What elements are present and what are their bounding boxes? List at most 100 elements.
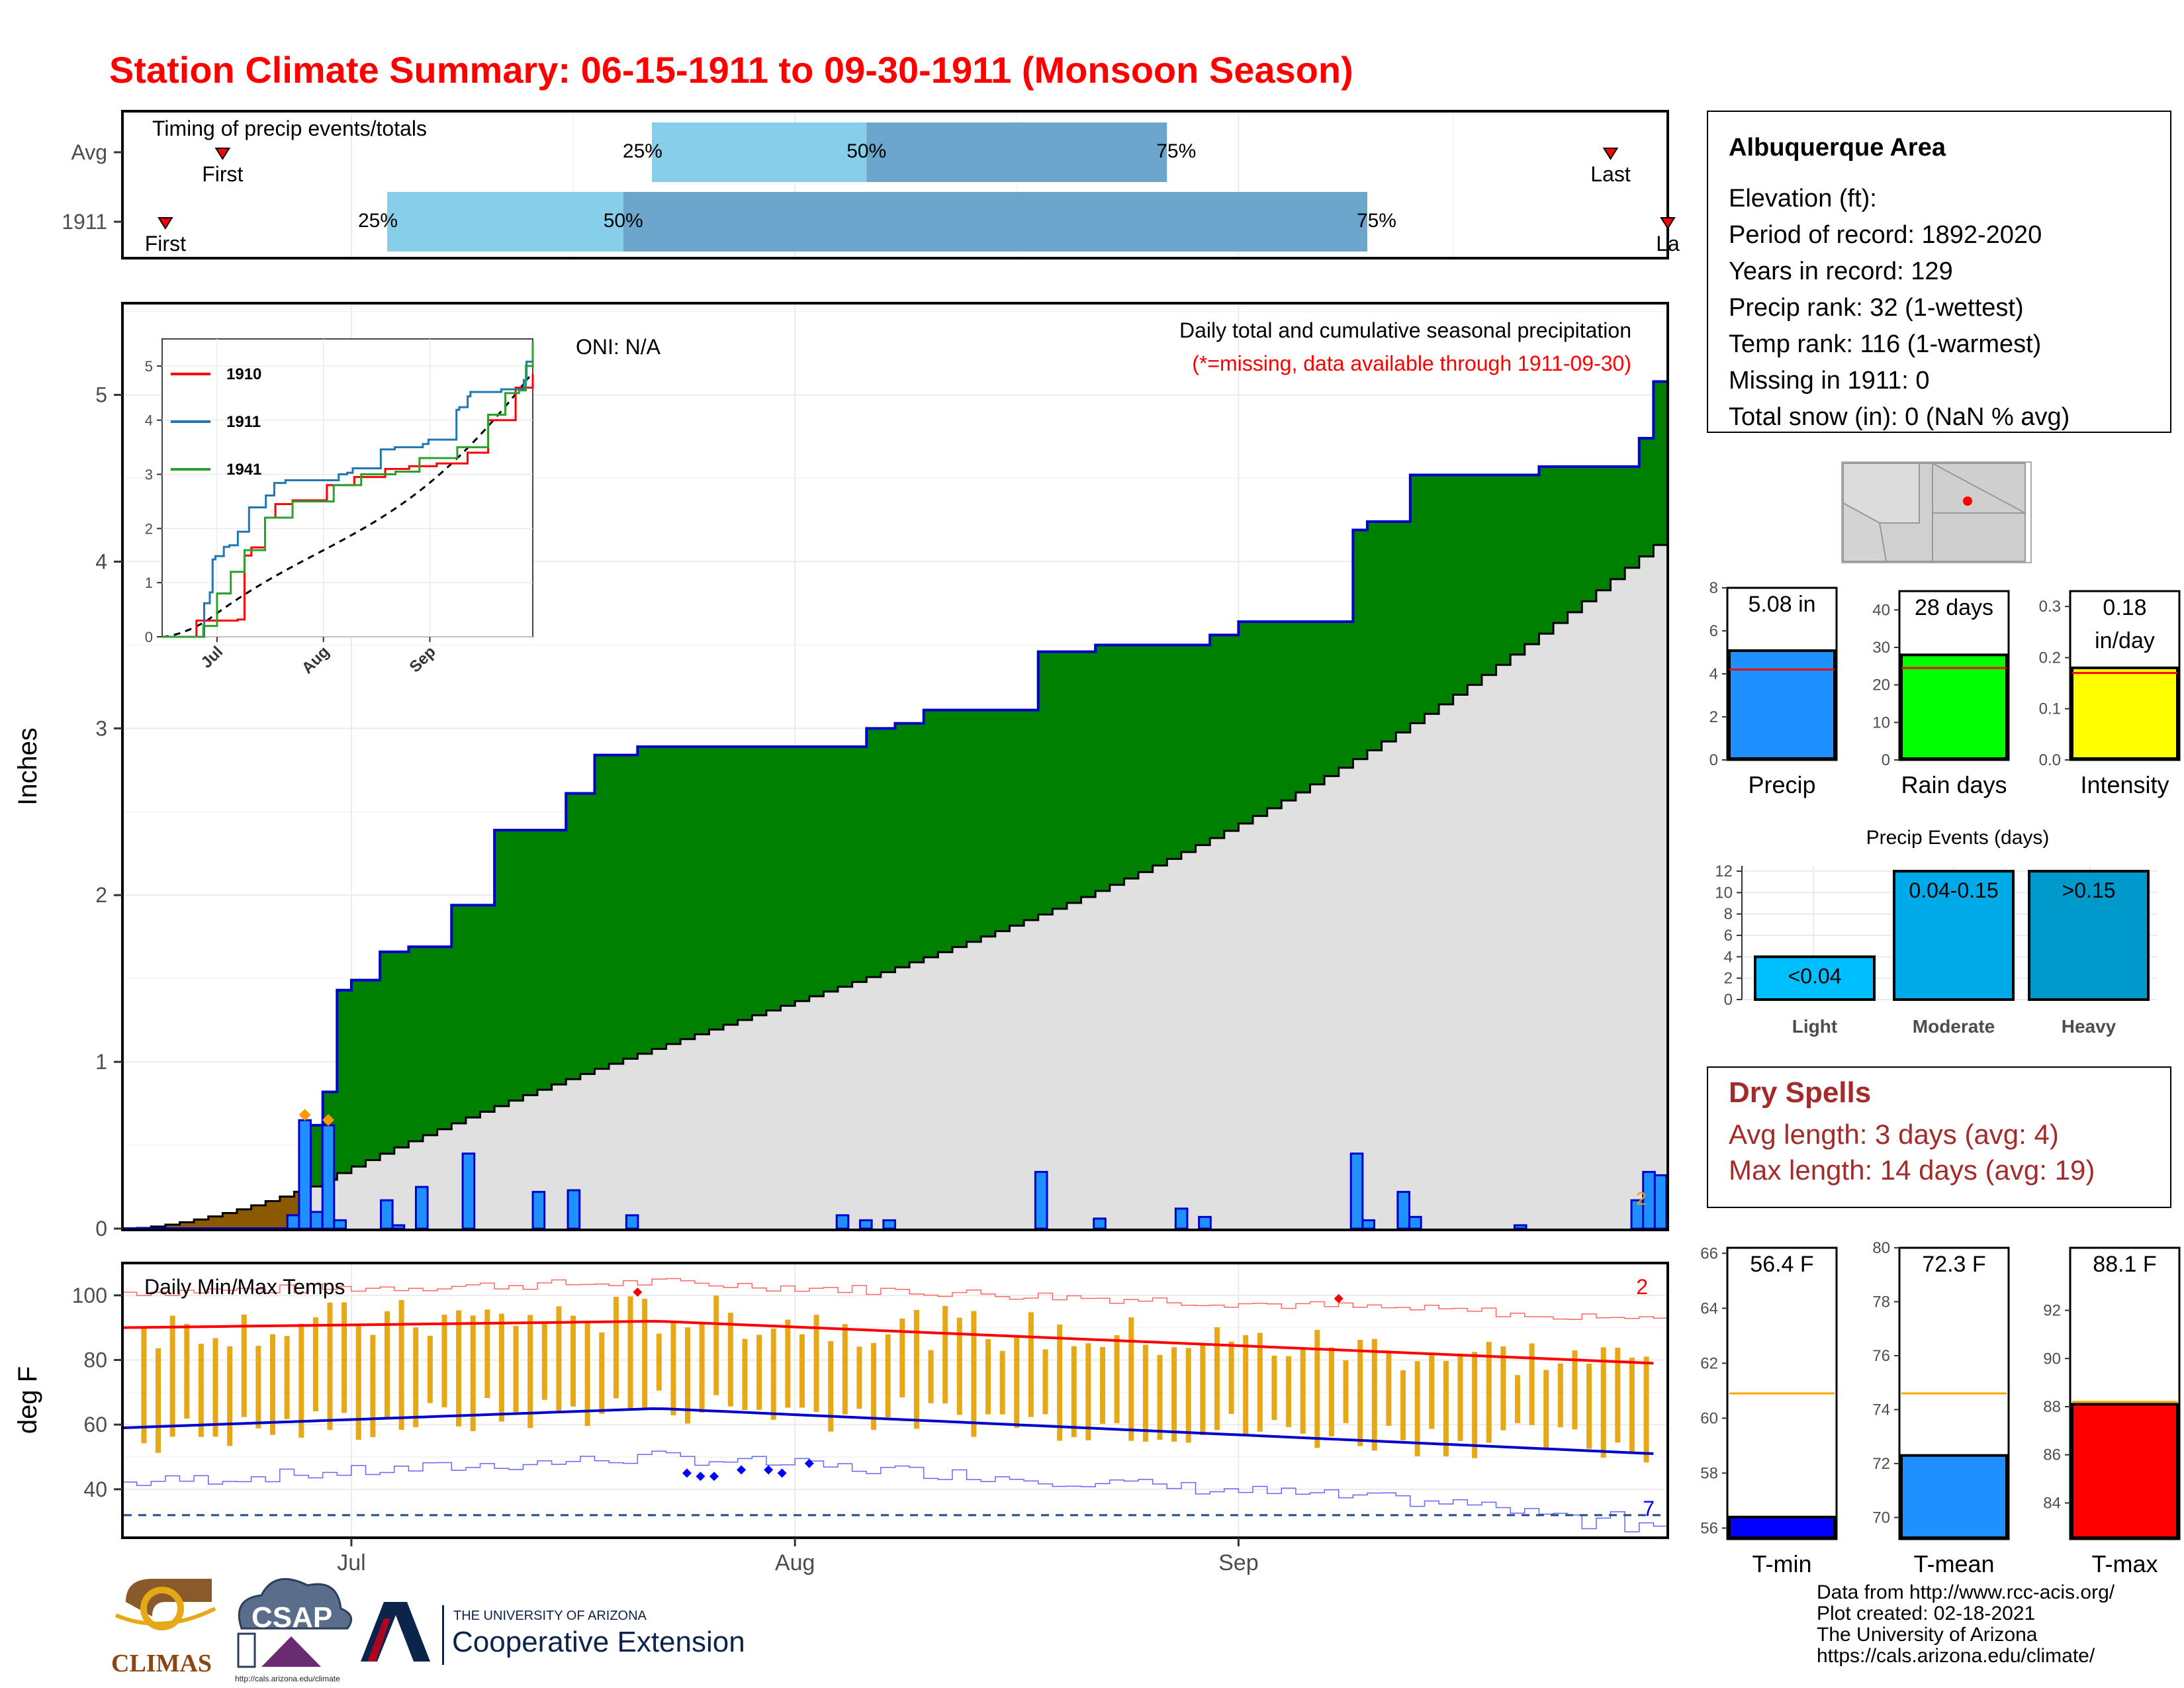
record-low-marker: [777, 1468, 787, 1478]
daily-temp-bar: [856, 1346, 862, 1409]
record-low-marker: [804, 1458, 814, 1468]
daily-temp-bar: [1286, 1356, 1292, 1427]
mini-chart-value-label-2: 0.18: [2103, 595, 2146, 620]
dry-spells-avg: Avg length: 3 days (avg: 4): [1729, 1119, 2059, 1150]
daily-temp-bar: [1042, 1349, 1048, 1415]
university-of-arizona-logo: THE UNIVERSITY OF ARIZONA Cooperative Ex…: [361, 1602, 745, 1665]
temp-title: Daily Min/Max Temps: [144, 1275, 345, 1299]
daily-temp-bar: [184, 1323, 190, 1419]
daily-temp-bar: [1586, 1363, 1592, 1449]
state-locator-map: [1841, 461, 2032, 563]
mini-chart-ytick-2: 0.3: [2039, 598, 2061, 616]
daily-precip-bar: [1653, 1174, 1668, 1230]
mini-chart-category-2: Intensity: [2080, 771, 2169, 798]
inset-ytick-label: 4: [145, 412, 153, 429]
temp-ylabel: deg F: [13, 1366, 42, 1434]
precip-ytick-label: 4: [95, 549, 107, 573]
daily-temp-bar: [241, 1314, 247, 1417]
daily-temp-bar: [1028, 1312, 1034, 1417]
precip-note-missing: (*=missing, data available through 1911-…: [1192, 352, 1631, 375]
precip-1911-line: [122, 380, 1668, 1230]
daily-temp-bar: [1543, 1370, 1549, 1450]
daily-temp-bar: [770, 1329, 776, 1420]
mini-chart-ytick-4: 80: [1872, 1239, 1890, 1257]
daily-temp-bar: [613, 1297, 619, 1399]
daily-temp-bar: [1414, 1361, 1420, 1457]
daily-temp-bar: [1257, 1333, 1263, 1432]
daily-temp-bar: [270, 1334, 276, 1435]
daily-temp-bar: [456, 1310, 462, 1427]
daily-temp-bar: [871, 1342, 877, 1430]
timing-bar-mid-0: [866, 122, 1167, 182]
footer-line: https://cals.arizona.edu/climate/: [1817, 1645, 2095, 1667]
daily-temp-bar: [1429, 1354, 1435, 1429]
daily-temp-bar: [327, 1302, 333, 1430]
mini-chart-ytick-4: 76: [1872, 1347, 1890, 1365]
daily-precip-bar: [414, 1186, 429, 1230]
mini-chart-ytick-2: 0.2: [2039, 649, 2061, 667]
daily-temp-bar: [913, 1310, 919, 1429]
daily-temp-bar: [813, 1315, 819, 1412]
daily-temp-bar: [1557, 1363, 1563, 1428]
timing-marker-0-0: [214, 148, 231, 160]
mini-chart-bar-2: [2071, 666, 2179, 761]
timing-row-label-0: Avg: [71, 140, 107, 164]
timing-marker-label-0-1: Last: [1590, 162, 1631, 186]
footer-line: The University of Arizona: [1817, 1624, 2038, 1646]
inset-ytick-label: 2: [145, 520, 153, 537]
timing-p50-1: 50%: [604, 210, 643, 232]
csap-logo-text: CSAP: [251, 1601, 332, 1634]
daily-temp-bar: [999, 1350, 1005, 1415]
precip-events-category: Light: [1792, 1016, 1837, 1037]
inset-ytick-label: 5: [145, 358, 153, 375]
daily-precip-bar: [333, 1219, 347, 1230]
mini-chart-value-label-1: 28 days: [1915, 595, 1993, 620]
daily-precip-bar: [882, 1219, 896, 1230]
precip-normal-area: [122, 545, 1668, 1229]
mini-chart-ytick-5: 86: [2043, 1446, 2061, 1464]
inset-legend-label: 1911: [226, 413, 261, 431]
mini-chart-ytick-2: 0.0: [2039, 751, 2061, 769]
daily-precip-bar: [461, 1152, 476, 1230]
daily-temp-bar: [1271, 1355, 1277, 1421]
daily-temp-bar: [1472, 1352, 1478, 1458]
temp-ytick-label: 100: [72, 1284, 107, 1307]
precip-panel: 0 1 2 3 4 5 Inches ONI: N/A Daily total and c…: [13, 302, 1669, 1241]
mini-chart-ytick-3: 56: [1700, 1519, 1718, 1537]
daily-temp-bar: [656, 1333, 662, 1391]
daily-precip-bar: [391, 1224, 406, 1230]
daily-temp-bar: [370, 1335, 376, 1437]
daily-temp-bar: [1600, 1347, 1606, 1458]
station-info-line: Elevation (ft):: [1729, 185, 1877, 212]
inset-series-line-1941: [162, 342, 534, 638]
month-label-sep: Sep: [1218, 1550, 1259, 1575]
record-low-marker: [764, 1465, 774, 1475]
daily-temp-bar: [642, 1298, 648, 1409]
daily-temp-bar: [169, 1315, 175, 1437]
daily-temp-bar: [1314, 1330, 1320, 1448]
daily-temp-bar: [1386, 1352, 1392, 1426]
daily-temp-bar: [227, 1346, 233, 1446]
temp-ytick-label: 60: [83, 1413, 107, 1436]
timing-p50-0: 50%: [846, 140, 886, 162]
mini-chart-ytick-0: 6: [1709, 622, 1718, 640]
daily-precip-bar: [1034, 1170, 1048, 1230]
mini-chart-ytick-3: 58: [1700, 1464, 1718, 1482]
precip-events-bar-label: 0.04-0.15: [1909, 878, 1998, 902]
mini-chart-ytick-3: 62: [1700, 1354, 1718, 1372]
inset-ytick-label: 3: [145, 467, 153, 483]
station-info-box: Albuquerque Area Elevation (ft): Period o…: [1707, 111, 2171, 433]
daily-temp-bar: [556, 1306, 562, 1411]
inset-series-line-1911: [162, 360, 533, 638]
daily-temp-bar: [212, 1338, 218, 1437]
mini-chart-category-3: T-min: [1752, 1550, 1812, 1577]
daily-precip-bar: [1198, 1215, 1212, 1230]
events-ytick-label: 6: [1724, 927, 1733, 945]
daily-temp-bar: [1214, 1327, 1220, 1430]
record-low-marker: [709, 1472, 719, 1481]
ua-name: THE UNIVERSITY OF ARIZONA: [453, 1609, 647, 1623]
mini-chart-ytick-5: 84: [2043, 1494, 2061, 1512]
timing-marker-1-1: [1660, 217, 1676, 230]
precip-ytick-label: 2: [95, 883, 107, 907]
daily-temp-bar: [484, 1309, 490, 1399]
